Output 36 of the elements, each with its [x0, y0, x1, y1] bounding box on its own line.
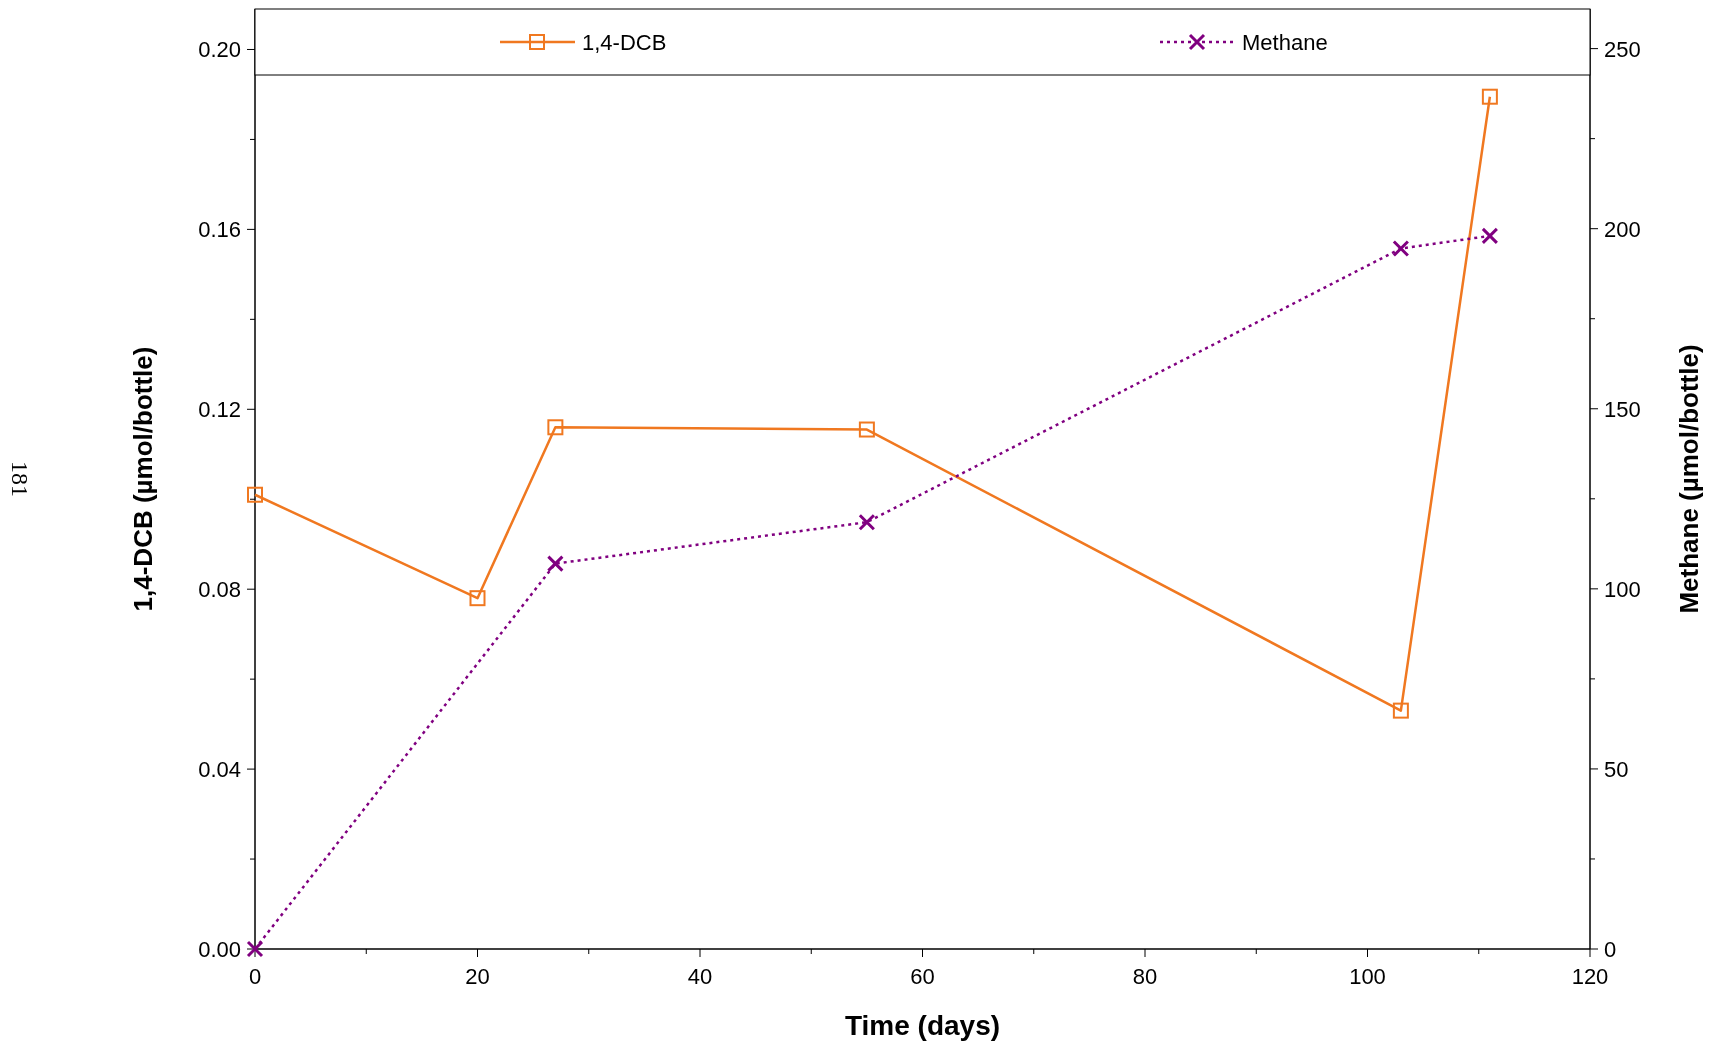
point: [247, 486, 263, 503]
y-tick-label: 0.00: [198, 937, 241, 962]
y2-tick-label: 250: [1604, 36, 1641, 62]
y-tick-label: 0.16: [198, 217, 241, 243]
x-tick-label: 40: [687, 964, 713, 989]
x-tick-label: 0: [248, 964, 262, 989]
point: [1481, 227, 1499, 245]
y2-tick-label: 150: [1604, 396, 1641, 422]
y-tick-label: 0.08: [198, 577, 241, 603]
legend-label: Methane: [1242, 30, 1328, 55]
point: [858, 513, 876, 531]
text: 181: [7, 461, 33, 497]
y-axis-title: 1,4-DCB (µmol/bottle): [128, 346, 158, 612]
y-tick-label: 0.04: [198, 757, 241, 783]
point: [1392, 702, 1409, 719]
legend-label: 1,4-DCB: [582, 30, 667, 55]
x-tick-label: 120: [1571, 964, 1609, 989]
x-tick-label: 20: [465, 964, 490, 989]
point: [246, 940, 264, 958]
y2-tick-label: 50: [1604, 756, 1629, 782]
point: [1392, 240, 1410, 257]
y2-tick-label: 0: [1604, 937, 1617, 962]
point: [1481, 88, 1498, 105]
y2-tick-label: 100: [1604, 576, 1641, 602]
point: [469, 590, 486, 607]
point: [858, 421, 875, 438]
y2-tick-label: 200: [1604, 216, 1641, 242]
point: [547, 419, 564, 436]
x-axis-title: Time (days): [844, 1010, 1001, 1041]
x-tick-label: 100: [1349, 964, 1386, 989]
x-tick-label: 80: [1132, 964, 1158, 989]
point: [546, 555, 564, 573]
y-tick-label: 0.20: [198, 37, 241, 63]
y-tick-label: 0.12: [198, 397, 241, 423]
y2-axis-title: Methane (µmol/bottle): [1674, 344, 1704, 614]
x-tick-label: 60: [910, 964, 935, 989]
